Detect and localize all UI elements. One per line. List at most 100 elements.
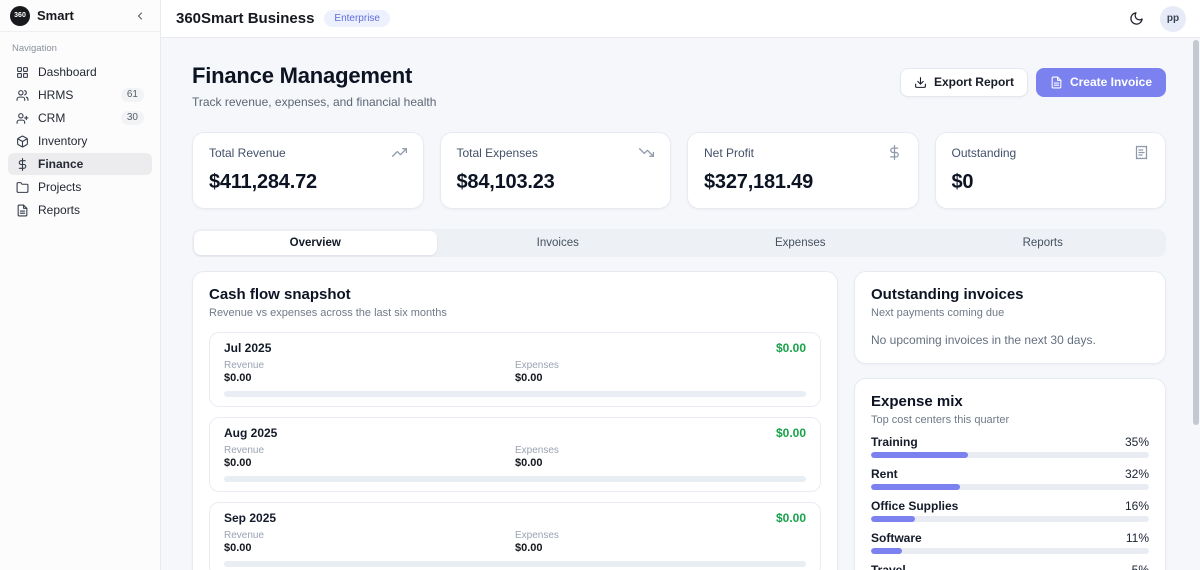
expenses-value: $0.00 — [515, 372, 543, 384]
cost-center-percent: 32% — [1124, 467, 1149, 481]
tab[interactable]: Expenses — [679, 231, 922, 255]
month-card-top: Sep 2025 $0.00 — [224, 511, 806, 525]
cost-center-name: Travel — [871, 563, 906, 570]
outstanding-empty-message: No upcoming invoices in the next 30 days… — [871, 333, 1096, 347]
trending-down-icon — [639, 145, 654, 160]
mix-bar-fill — [871, 516, 916, 522]
outstanding-title: Outstanding invoices — [871, 286, 1024, 303]
outstanding-invoices-card: Outstanding invoices Next payments comin… — [854, 271, 1166, 364]
month-name: Sep 2025 — [224, 511, 277, 525]
stat-card: Outstanding $0 — [934, 132, 1166, 209]
content-grid: Cash flow snapshot Revenue vs expenses a… — [192, 271, 1166, 570]
expense-mix-row: Rent 32% — [871, 467, 1149, 490]
tab[interactable]: Reports — [922, 231, 1165, 255]
scrollbar-thumb[interactable] — [1193, 40, 1199, 425]
receipt-icon — [1134, 145, 1149, 160]
sidebar-item[interactable]: Inventory — [8, 130, 152, 152]
sidebar-item[interactable]: Dashboard — [8, 61, 152, 83]
create-invoice-button[interactable]: Create Invoice — [1035, 68, 1166, 97]
file-text-icon — [1051, 76, 1062, 89]
sidebar-item[interactable]: Reports — [8, 199, 152, 221]
cost-center-percent: 5% — [1131, 563, 1149, 570]
logo-360: 360 — [10, 5, 30, 26]
page-actions: Export Report Create Invoice — [899, 68, 1166, 97]
revenue-value: $0.00 — [224, 372, 252, 384]
user-avatar[interactable]: pp — [1160, 5, 1186, 32]
mix-bar-fill — [871, 484, 960, 490]
page-scrollbar[interactable] — [1193, 40, 1199, 566]
sidebar-item[interactable]: Projects — [8, 176, 152, 198]
revenue-value: $0.00 — [224, 542, 252, 554]
page-header: Finance Management Track revenue, expens… — [192, 63, 1166, 109]
package-icon — [16, 135, 29, 148]
cost-center-percent: 35% — [1124, 435, 1149, 449]
expense-mix-title: Expense mix — [871, 393, 963, 410]
expense-mix-row-head: Rent 32% — [871, 467, 1149, 481]
stat-card: Net Profit $327,181.49 — [687, 132, 919, 209]
stat-label: Net Profit — [704, 145, 755, 160]
sidebar: 360 Smart Navigation Dashboard — [0, 0, 161, 570]
expenses-value: $0.00 — [515, 542, 543, 554]
sidebar-collapse-button[interactable] — [134, 8, 150, 24]
month-card: Jul 2025 $0.00 Revenue $0.00 Ex — [209, 332, 821, 407]
month-name: Aug 2025 — [224, 426, 278, 440]
expense-mix-row-head: Travel 5% — [871, 563, 1149, 570]
export-report-button[interactable]: Export Report — [899, 68, 1028, 97]
main-area: 360Smart Business Enterprise pp Finance … — [161, 0, 1200, 570]
revenue-value: $0.00 — [224, 457, 252, 469]
sidebar-nav: Navigation Dashboard HRMS 61 — [0, 32, 160, 229]
stat-value: $84,103.23 — [456, 171, 555, 193]
expense-mix-row-head: Software 11% — [871, 531, 1149, 545]
stat-value: $327,181.49 — [704, 171, 814, 193]
sidebar-item[interactable]: CRM 30 — [8, 107, 152, 129]
month-revenue-col: Revenue $0.00 — [224, 445, 515, 470]
month-progress-bar — [224, 476, 806, 482]
month-progress-bar — [224, 561, 806, 567]
nav-badge: 30 — [120, 111, 144, 125]
cash-flow-card: Cash flow snapshot Revenue vs expenses a… — [192, 271, 838, 570]
mix-bar-track — [871, 516, 1149, 522]
mix-bar-track — [871, 548, 1149, 554]
app-title: 360Smart Business — [176, 10, 315, 27]
chevron-left-icon — [138, 12, 142, 19]
month-columns: Revenue $0.00 Expenses $0.00 — [224, 445, 806, 470]
month-revenue-col: Revenue $0.00 — [224, 530, 515, 555]
sidebar-item-label: Dashboard — [38, 65, 97, 79]
sidebar-item-label: Reports — [38, 203, 81, 217]
sidebar-item-label: Projects — [38, 180, 82, 194]
sidebar-item[interactable]: Finance — [8, 153, 152, 175]
month-card-top: Aug 2025 $0.00 — [224, 426, 806, 440]
month-list: Jul 2025 $0.00 Revenue $0.00 Ex — [209, 332, 821, 570]
cost-center-percent: 16% — [1124, 499, 1149, 513]
stat-card-top: Total Revenue — [209, 145, 407, 160]
dollar-icon — [887, 145, 902, 160]
sidebar-header: 360 Smart — [0, 0, 160, 32]
revenue-label: Revenue — [224, 360, 265, 371]
page-title: Finance Management — [192, 63, 413, 88]
expenses-label: Expenses — [515, 530, 559, 541]
month-net-value: $0.00 — [775, 341, 806, 355]
tab[interactable]: Overview — [194, 231, 437, 255]
month-card: Sep 2025 $0.00 Revenue $0.00 Ex — [209, 502, 821, 570]
month-card-top: Jul 2025 $0.00 — [224, 341, 806, 355]
tab[interactable]: Invoices — [437, 231, 680, 255]
expense-mix-subtitle: Top cost centers this quarter — [871, 414, 1010, 426]
user-plus-icon — [16, 112, 29, 125]
month-net-value: $0.00 — [775, 426, 806, 440]
cash-flow-subtitle: Revenue vs expenses across the last six … — [209, 307, 447, 319]
page-content: Finance Management Track revenue, expens… — [161, 38, 1200, 570]
stat-card-top: Net Profit — [704, 145, 902, 160]
page-header-text: Finance Management Track revenue, expens… — [192, 63, 436, 109]
topbar: 360Smart Business Enterprise pp — [161, 0, 1200, 38]
stat-label: Outstanding — [951, 145, 1017, 160]
dark-mode-toggle[interactable] — [1129, 11, 1144, 26]
sidebar-item-label: Finance — [38, 157, 84, 171]
sidebar-item[interactable]: HRMS 61 — [8, 84, 152, 106]
stat-value: $0 — [951, 171, 974, 193]
expenses-label: Expenses — [515, 445, 559, 456]
mix-bar-fill — [871, 548, 902, 554]
brand-name: Smart — [37, 8, 74, 23]
cost-center-percent: 11% — [1125, 531, 1149, 545]
revenue-label: Revenue — [224, 530, 265, 541]
stat-value: $411,284.72 — [209, 171, 317, 193]
